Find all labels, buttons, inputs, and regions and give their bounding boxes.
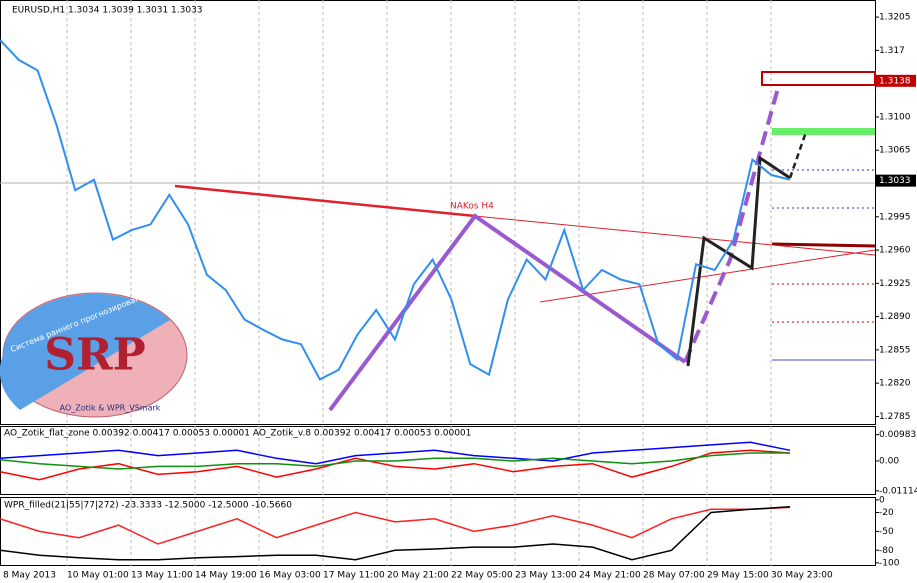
price-label-box <box>876 174 916 187</box>
y-tick-label: 1.2925 <box>879 279 911 289</box>
x-tick-label: 22 May 05:00 <box>451 571 513 581</box>
y-tick-label: 1.3205 <box>879 13 911 23</box>
y-tick-label: 1.3065 <box>879 146 911 156</box>
x-tick-label: 8 May 2013 <box>3 571 56 581</box>
x-tick-label: 14 May 19:00 <box>195 571 257 581</box>
y-tick-label: -50 <box>879 527 894 537</box>
pattern-projection <box>788 131 808 179</box>
x-tick-label: 20 May 21:00 <box>387 571 449 581</box>
y-tick-label: -20 <box>879 508 894 518</box>
y-tick-label: 0.00 <box>879 457 899 467</box>
drawings <box>0 71 876 412</box>
logo-disc-half <box>0 293 170 410</box>
x-tick-label: 13 May 11:00 <box>131 571 193 581</box>
series-line <box>0 506 791 561</box>
y-tick-label: 1.2785 <box>879 412 911 422</box>
x-tick-label: 28 May 07:00 <box>643 571 705 581</box>
y-tick-label: 0 <box>879 495 885 505</box>
trend-line <box>174 184 476 218</box>
zigzag-projection <box>683 87 780 363</box>
price-label: 1.3138 <box>879 76 911 86</box>
zigzag <box>328 213 687 412</box>
x-tick-label: 29 May 15:00 <box>707 571 769 581</box>
x-tick-label: 23 May 13:00 <box>515 571 577 581</box>
y-tick-label: 1.317 <box>879 46 905 56</box>
y-tick-label: -80 <box>879 546 894 556</box>
x-tick-label: 17 May 11:00 <box>323 571 385 581</box>
series-line <box>0 452 790 470</box>
logo-title: SRP <box>44 330 145 381</box>
series-line <box>0 39 791 381</box>
annotation: NAKos H4 <box>450 202 494 212</box>
series-line <box>0 441 791 465</box>
support-line <box>771 242 876 248</box>
x-tick-label: 30 May 23:00 <box>771 571 833 581</box>
ao-frame <box>0 426 876 495</box>
target-band <box>772 128 875 135</box>
resistance-box <box>761 71 876 86</box>
y-tick-label: -0.01114 <box>879 486 917 496</box>
x-tick-label: 16 May 03:00 <box>259 571 321 581</box>
pattern <box>686 155 791 367</box>
y-tick-label: 1.2820 <box>879 379 911 389</box>
x-tick-label: 24 May 21:00 <box>579 571 641 581</box>
y-tick-label: 1.2855 <box>879 345 911 355</box>
series-line <box>0 449 791 481</box>
logo-credit: AO_Zotik & WPR_VSmark <box>60 404 161 413</box>
y-tick-label: 1.2960 <box>879 246 911 256</box>
y-tick-label: -100 <box>879 558 900 568</box>
y-tick-label: 1.3100 <box>879 112 911 122</box>
y-tick-label: 1.2890 <box>879 312 911 322</box>
chart-title: EURUSD,H1 1.3034 1.3039 1.3031 1.3033 <box>12 6 203 16</box>
price-label-box <box>876 74 916 87</box>
trend-line <box>539 249 876 303</box>
price-label: 1.3033 <box>879 176 911 186</box>
series-line <box>0 506 791 545</box>
x-tick-label: 10 May 01:00 <box>67 571 129 581</box>
indicator-title: AO_Zotik_flat_zone 0.00392 0.00417 0.000… <box>4 429 471 439</box>
trend-line <box>474 215 876 256</box>
y-tick-label: 1.2995 <box>879 212 911 222</box>
y-tick-label: 0.00983 <box>879 430 916 440</box>
indicator-title: WPR_filled(21|55|77|272) -23.3333 -12.50… <box>4 501 292 511</box>
